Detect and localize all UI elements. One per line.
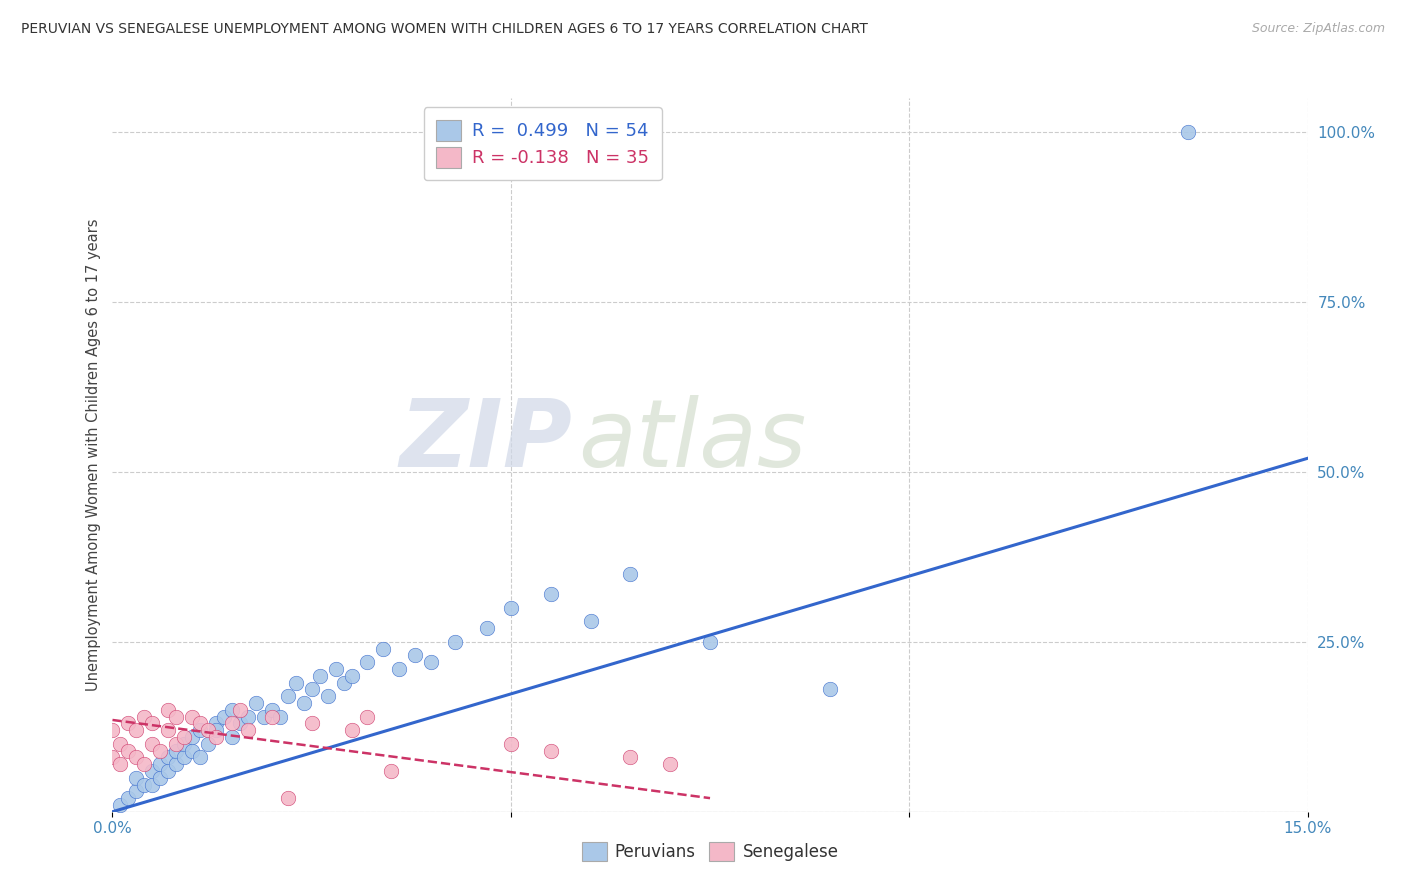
Point — [165, 737, 187, 751]
Point — [388, 662, 411, 676]
Point — [134, 757, 156, 772]
Point — [212, 709, 235, 723]
Point — [221, 716, 243, 731]
Point — [229, 716, 252, 731]
Point — [356, 655, 378, 669]
Point — [188, 723, 211, 738]
Point — [125, 784, 148, 798]
Point — [475, 621, 498, 635]
Point — [245, 696, 267, 710]
Point — [316, 689, 339, 703]
Point — [101, 750, 124, 764]
Point — [101, 723, 124, 738]
Point — [260, 703, 283, 717]
Point — [110, 757, 132, 772]
Point — [444, 635, 467, 649]
Point — [301, 716, 323, 731]
Point — [141, 737, 163, 751]
Point — [540, 743, 562, 757]
Point — [205, 730, 228, 744]
Point — [253, 709, 276, 723]
Point — [157, 764, 180, 778]
Point — [340, 723, 363, 738]
Point — [540, 587, 562, 601]
Point — [499, 600, 522, 615]
Point — [117, 716, 139, 731]
Text: ZIP: ZIP — [399, 394, 572, 487]
Text: PERUVIAN VS SENEGALESE UNEMPLOYMENT AMONG WOMEN WITH CHILDREN AGES 6 TO 17 YEARS: PERUVIAN VS SENEGALESE UNEMPLOYMENT AMON… — [21, 22, 868, 37]
Point — [229, 703, 252, 717]
Point — [188, 716, 211, 731]
Text: atlas: atlas — [579, 395, 807, 486]
Point — [659, 757, 682, 772]
Point — [699, 635, 721, 649]
Point — [236, 709, 259, 723]
Point — [181, 730, 204, 744]
Point — [149, 771, 172, 785]
Point — [181, 743, 204, 757]
Point — [173, 730, 195, 744]
Y-axis label: Unemployment Among Women with Children Ages 6 to 17 years: Unemployment Among Women with Children A… — [86, 219, 101, 691]
Point — [141, 778, 163, 792]
Point — [110, 797, 132, 812]
Point — [188, 750, 211, 764]
Point — [221, 703, 243, 717]
Point — [149, 757, 172, 772]
Point — [269, 709, 291, 723]
Point — [340, 669, 363, 683]
Point — [619, 750, 641, 764]
Point — [157, 703, 180, 717]
Point — [141, 716, 163, 731]
Point — [205, 716, 228, 731]
Point — [134, 709, 156, 723]
Point — [197, 723, 219, 738]
Point — [173, 737, 195, 751]
Point — [277, 689, 299, 703]
Point — [356, 709, 378, 723]
Point — [117, 791, 139, 805]
Point — [125, 750, 148, 764]
Point — [165, 757, 187, 772]
Point — [157, 723, 180, 738]
Point — [157, 750, 180, 764]
Point — [110, 737, 132, 751]
Point — [373, 641, 395, 656]
Point — [619, 566, 641, 581]
Point — [404, 648, 426, 663]
Point — [197, 737, 219, 751]
Point — [165, 743, 187, 757]
Text: Source: ZipAtlas.com: Source: ZipAtlas.com — [1251, 22, 1385, 36]
Point — [818, 682, 841, 697]
Point — [134, 778, 156, 792]
Point — [221, 730, 243, 744]
Point — [325, 662, 347, 676]
Point — [141, 764, 163, 778]
Point — [292, 696, 315, 710]
Point — [165, 709, 187, 723]
Point — [301, 682, 323, 697]
Point — [332, 675, 354, 690]
Point — [277, 791, 299, 805]
Point — [125, 723, 148, 738]
Point — [284, 675, 307, 690]
Point — [380, 764, 402, 778]
Point — [579, 615, 602, 629]
Point — [260, 709, 283, 723]
Point — [308, 669, 330, 683]
Point — [117, 743, 139, 757]
Point — [420, 655, 443, 669]
Legend: Peruvians, Senegalese: Peruvians, Senegalese — [575, 835, 845, 868]
Point — [1177, 125, 1199, 139]
Point — [205, 723, 228, 738]
Point — [173, 750, 195, 764]
Point — [149, 743, 172, 757]
Point — [181, 709, 204, 723]
Point — [236, 723, 259, 738]
Point — [499, 737, 522, 751]
Point — [125, 771, 148, 785]
